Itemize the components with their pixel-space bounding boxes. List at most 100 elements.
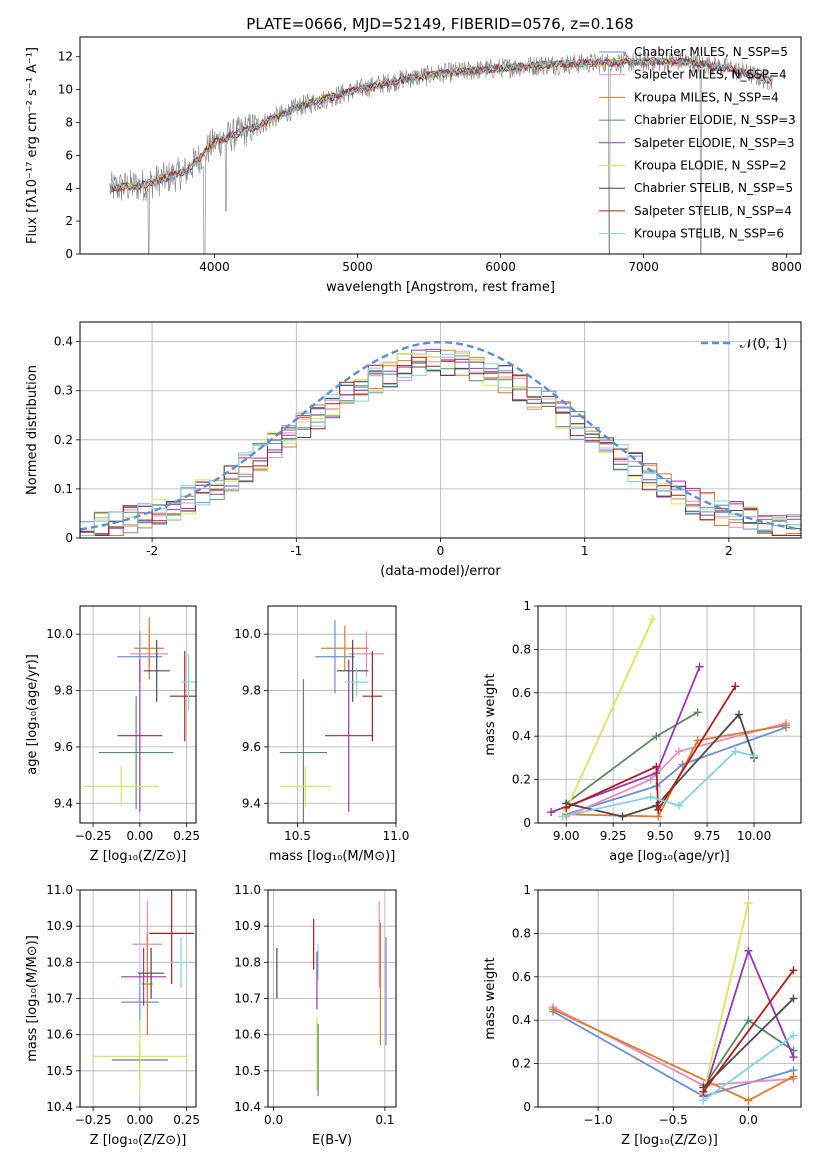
mass-weight-line	[565, 722, 787, 818]
y-axis-label: mass weight	[483, 673, 498, 755]
legend-label: Chabrier STELIB, N_SSP=5	[634, 181, 793, 195]
errorbar-point	[93, 1020, 187, 1093]
errorbar-point	[98, 696, 174, 809]
y-tick-label: 9.8	[242, 684, 261, 698]
mass-weight-marker	[735, 710, 744, 719]
y-axis-label: mass weight	[483, 957, 498, 1039]
legend-label: Chabrier MILES, N_SSP=5	[634, 45, 788, 59]
plot-area-age-vs-Z	[83, 617, 196, 812]
x-tick-label: 7000	[628, 260, 659, 274]
y-axis-label: Flux [fλ10⁻¹⁷ erg cm⁻² s⁻¹ A⁻¹]	[25, 47, 40, 244]
legend-label: Salpeter MILES, N_SSP=4	[634, 68, 787, 82]
x-tick-label: 0.25	[173, 829, 200, 843]
errorbar-point	[169, 937, 193, 988]
y-tick-label: 0.2	[54, 433, 73, 447]
legend-label: Salpeter ELODIE, N_SSP=3	[634, 136, 795, 150]
axes-mass-vs-Z: −0.25 0.00 0.25 10.4 10.5 10.6 10.7 10.8 10.9 11.…	[25, 883, 200, 1148]
mass-weight-marker	[731, 682, 740, 691]
axes-frame	[267, 605, 397, 824]
mass-weight-series	[562, 682, 740, 814]
errorbar-point	[348, 631, 385, 677]
plot-area-spectrum	[109, 51, 773, 254]
axes-age-vs-mass: 10.5 11.0 9.4 9.6 9.8 10.0 mass [log₁₀(M/M⊙)]	[234, 605, 409, 864]
mass-weight-marker	[549, 1005, 558, 1014]
mass-weight-series	[699, 966, 798, 1096]
errorbar-point	[181, 653, 196, 711]
y-tick-label: 0.2	[512, 773, 531, 787]
y-tick-label: 0.8	[512, 926, 531, 940]
y-tick-label: 0.3	[54, 384, 73, 398]
mass-weight-marker	[744, 1096, 753, 1105]
mass-weight-marker	[693, 736, 702, 745]
x-tick-label: 0.25	[173, 1113, 200, 1127]
x-tick-label: 10.00	[737, 829, 771, 843]
mass-weight-marker	[699, 1096, 708, 1105]
plot-area-age-vs-mass	[279, 620, 385, 823]
y-tick-label: 0.4	[512, 729, 531, 743]
mass-weight-series	[558, 747, 759, 821]
errorbar-point	[362, 651, 383, 742]
y-tick-label: 10.4	[46, 1100, 73, 1114]
axes-frame	[79, 605, 197, 824]
x-tick-label: 1	[581, 544, 589, 558]
mass-weight-marker	[789, 1031, 798, 1040]
mass-weight-marker	[695, 662, 704, 671]
mass-weight-marker	[789, 994, 798, 1003]
axes-mass-vs-EBV: 0.0 0.1 10.4 10.5 10.6 10.7 10.8 10.9 11.0 E(B-V)	[234, 883, 397, 1148]
mass-weight-marker	[744, 1016, 753, 1025]
y-tick-label: 10.5	[46, 1064, 73, 1078]
mass-weight-line	[702, 1034, 795, 1102]
errorbar-point	[279, 679, 328, 823]
y-tick-label: 0.6	[512, 686, 531, 700]
normal-reference-curve	[80, 340, 801, 531]
y-tick-label: 0.4	[54, 335, 73, 349]
y-axis-label: mass [log₁₀(M/M⊙)]	[25, 935, 40, 1062]
plot-area-mass-weight-vs-age	[547, 615, 790, 821]
plots-layer: 4000 5000 6000 7000 8000024681012wavelength …	[25, 36, 802, 1148]
y-tick-label: 1	[523, 599, 531, 613]
legend-label: Kroupa STELIB, N_SSP=6	[634, 227, 784, 241]
y-tick-label: 10.8	[46, 955, 73, 969]
x-tick-label: 5000	[342, 260, 373, 274]
y-tick-label: 0.8	[512, 642, 531, 656]
mass-weight-marker	[789, 966, 798, 975]
axes-frame	[79, 889, 197, 1108]
spectrum-legend: Chabrier MILES, N_SSP=5 Salpeter MILES, N…	[599, 45, 796, 241]
y-tick-label: 10.6	[234, 1028, 261, 1042]
y-tick-label: 0	[65, 531, 73, 545]
y-tick-label: 10.4	[234, 1100, 261, 1114]
mass-weight-line	[565, 618, 654, 811]
errorbar-point	[149, 890, 195, 985]
y-tick-label: 0.2	[512, 1057, 531, 1071]
mass-weight-marker	[674, 747, 683, 756]
y-tick-label: 10.9	[234, 919, 261, 933]
x-tick-label: -1	[290, 544, 302, 558]
y-tick-label: 10.6	[46, 1028, 73, 1042]
mass-weight-marker	[674, 801, 683, 810]
axes-mass-weight-vs-Z: −1.0 −0.5 0.0 0 0.2 0.4 0.6 0.8 1 Z [log₁₀(Z/Z⊙)]…	[483, 883, 802, 1148]
errorbar-point	[143, 639, 170, 702]
y-tick-label: 2	[65, 214, 73, 228]
y-tick-label: 10.0	[234, 627, 261, 641]
x-axis-label: age [log₁₀(age/yr)]	[609, 849, 730, 864]
y-tick-label: 9.6	[54, 740, 73, 754]
mass-weight-marker	[781, 721, 790, 730]
x-axis-label: wavelength [Angstrom, rest frame]	[326, 280, 555, 295]
residual-histogram	[80, 353, 801, 536]
x-tick-label: 8000	[771, 260, 802, 274]
mass-weight-marker	[652, 801, 661, 810]
y-tick-label: 11.0	[234, 883, 261, 897]
y-tick-label: 9.4	[54, 796, 73, 810]
x-tick-label: −1.0	[584, 1113, 613, 1127]
y-tick-label: 0	[523, 816, 531, 830]
y-tick-label: 0	[65, 247, 73, 261]
legend-label: Kroupa MILES, N_SSP=4	[634, 90, 779, 104]
errorbar-point	[83, 766, 159, 807]
y-tick-label: 4	[65, 181, 73, 195]
legend-label: Kroupa ELODIE, N_SSP=2	[634, 159, 787, 173]
mass-weight-marker	[562, 803, 571, 812]
axes-spectrum: 4000 5000 6000 7000 8000 0 2 4 6 8 10 12 wavelength …	[25, 36, 802, 295]
mass-weight-marker	[744, 946, 753, 955]
x-tick-label: 0.0	[739, 1113, 758, 1127]
y-tick-label: 11.0	[46, 883, 73, 897]
